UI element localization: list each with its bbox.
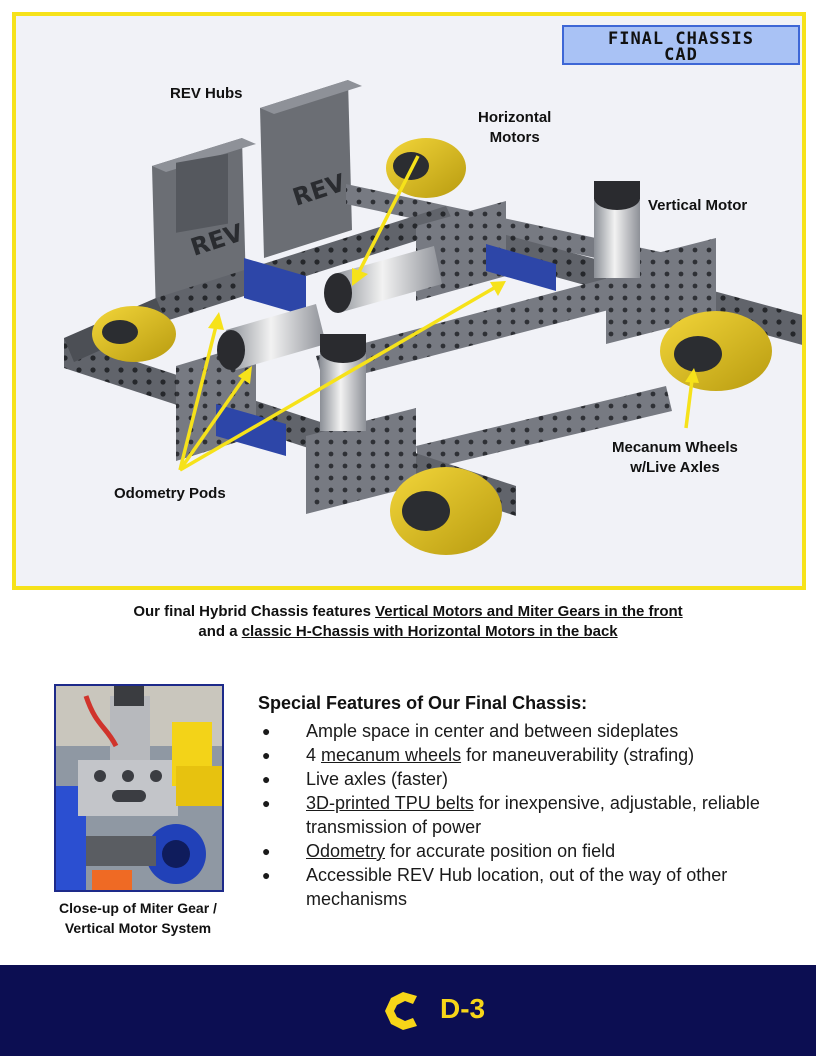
- mecanum-wheel-back: [386, 138, 466, 198]
- cad-title-line2: CAD: [664, 45, 698, 65]
- feature-item: ● 4 mecanum wheels for maneuverability (s…: [262, 743, 782, 767]
- feature-text: for maneuverability (strafing): [461, 745, 695, 765]
- horizontal-motor-1: [217, 304, 326, 370]
- features-title: Special Features of Our Final Chassis:: [258, 693, 588, 713]
- mecanum-wheel-front: [390, 467, 502, 555]
- caption-line1: Our final Hybrid Chassis features Vertic…: [0, 602, 816, 622]
- rev-hub-left: REV: [152, 138, 256, 316]
- label-mecanum-wheels: Mecanum Wheels w/Live Axles: [612, 438, 738, 478]
- photo-caption-line2: Vertical Motor System: [64, 920, 212, 936]
- label-odometry-pods: Odometry Pods: [114, 485, 226, 502]
- chassis-cad-image: REV REV: [64, 80, 802, 555]
- page-footer: D-3: [0, 965, 816, 1056]
- bullet-icon: ●: [262, 795, 271, 811]
- horizontal-motor-2: [324, 246, 442, 313]
- feature-link-tpu-belts: 3D-printed TPU belts: [306, 793, 474, 813]
- caption-line2-prefix: and a: [198, 623, 242, 640]
- feature-text: for accurate position on field: [385, 841, 616, 861]
- photo-caption: Close-up of Miter Gear / Vertical Motor …: [30, 898, 246, 938]
- feature-text: Accessible REV Hub location, out of the …: [306, 865, 728, 909]
- photo-caption-line1: Close-up of Miter Gear /: [59, 900, 217, 916]
- feature-item: ● Odometry for accurate position on field: [262, 839, 782, 863]
- feature-item: ● 3D-printed TPU belts for inexpensive, a…: [262, 791, 782, 839]
- cad-caption: Our final Hybrid Chassis features Vertic…: [0, 602, 816, 642]
- bullet-icon: ●: [262, 771, 271, 787]
- label-rev-hubs: REV Hubs: [170, 85, 243, 102]
- mecanum-wheel-left: [92, 306, 176, 362]
- bullet-icon: ●: [262, 843, 271, 859]
- cad-title-badge: FINAL CHASSIS CAD: [562, 25, 800, 65]
- page-number: D-3: [440, 993, 486, 1024]
- bullet-icon: ●: [262, 723, 271, 739]
- feature-item: ● Accessible REV Hub location, out of the…: [262, 863, 782, 911]
- caption-line2: and a classic H-Chassis with Horizontal …: [0, 622, 816, 642]
- features-list: ● Ample space in center and between sidep…: [262, 719, 782, 911]
- miter-gear-photo: [54, 684, 224, 892]
- callout-arrows: [178, 155, 699, 472]
- caption-line1-prefix: Our final Hybrid Chassis features: [133, 603, 376, 620]
- label-horizontal-motors-line1: Horizontal: [478, 109, 552, 126]
- mecanum-wheel-right: [660, 311, 772, 391]
- cad-render-panel: REV REV: [12, 12, 806, 590]
- feature-link-mecanum: mecanum wheels: [321, 745, 462, 765]
- vertical-motor-back: [594, 181, 640, 278]
- label-mecanum-line1: Mecanum Wheels: [612, 439, 738, 456]
- miter-gear-photo-image: [56, 686, 222, 890]
- label-horizontal-motors: Horizontal Motors: [478, 108, 551, 148]
- feature-text: for inexpensive, adjustable, reliable tr…: [306, 793, 760, 837]
- cad-title-line1: FINAL CHASSIS: [607, 29, 755, 49]
- caption-line2-underlined: classic H-Chassis with Horizontal Motors…: [241, 623, 618, 640]
- label-vertical-motor: Vertical Motor: [648, 197, 748, 214]
- bullet-icon: ●: [262, 747, 271, 763]
- bullet-icon: ●: [262, 867, 271, 883]
- caption-line1-underlined: Vertical Motors and Miter Gears in the f…: [375, 603, 683, 620]
- feature-text: Ample space in center and between sidepl…: [306, 721, 679, 741]
- feature-text: Live axles (faster): [306, 769, 449, 789]
- c-logo-icon: [385, 992, 417, 1030]
- feature-item: ● Ample space in center and between sidep…: [262, 719, 782, 743]
- label-mecanum-line2: w/Live Axles: [630, 459, 720, 476]
- feature-text: 4: [306, 745, 322, 765]
- feature-item: ● Live axles (faster): [262, 767, 782, 791]
- rev-hub-right: REV: [260, 80, 362, 258]
- feature-link-odometry: Odometry: [306, 841, 386, 861]
- label-horizontal-motors-line2: Motors: [489, 129, 540, 146]
- vertical-motor-front: [320, 334, 366, 431]
